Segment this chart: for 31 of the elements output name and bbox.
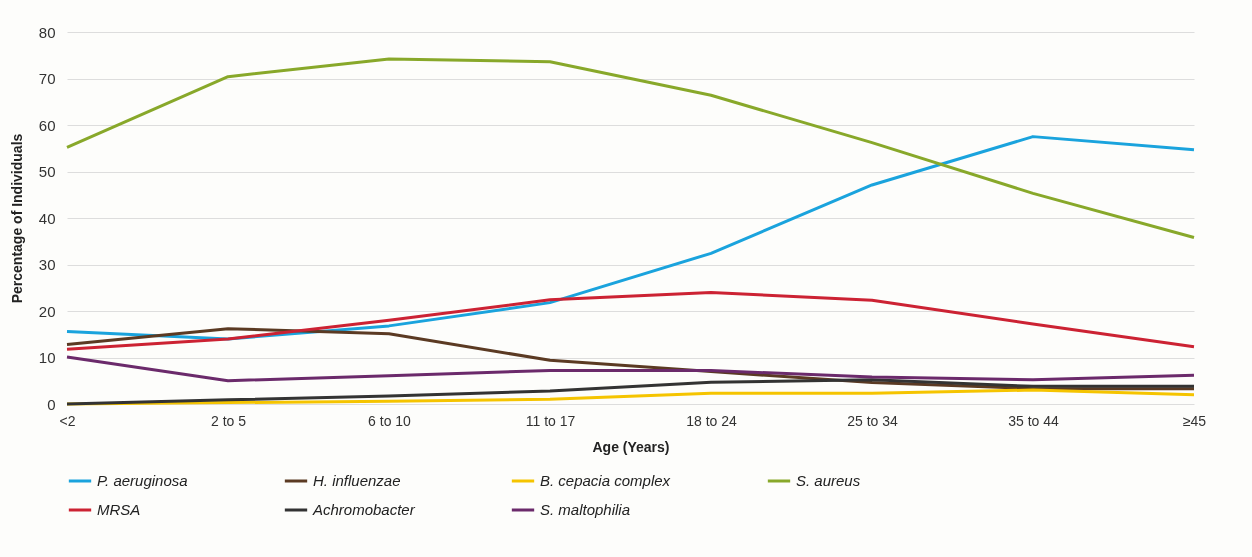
x-tick-label: 18 to 24 [686, 412, 738, 429]
line-series [65, 327, 1196, 391]
x-tick-label: 6 to 10 [368, 412, 412, 429]
y-tick-label: 50 [38, 163, 56, 180]
legend-label: P. aeruginosa [97, 472, 188, 489]
y-tick-label: 60 [38, 116, 56, 134]
legend-label: Achromobacter [312, 501, 416, 518]
x-tick-label: 2 to 5 [210, 412, 247, 429]
y-tick-label: 70 [38, 70, 56, 87]
legend-label: S. maltophilia [540, 501, 631, 518]
x-tick-label: ≥45 [1182, 412, 1207, 429]
y-tick-label: 30 [38, 256, 56, 273]
legend-label: MRSA [97, 501, 141, 518]
x-tick-label: 25 to 34 [847, 412, 899, 429]
line-series [65, 290, 1196, 351]
y-tick-label: 80 [38, 23, 56, 41]
x-tick-label: 35 to 44 [1008, 412, 1060, 429]
y-tick-label: 20 [38, 302, 56, 320]
x-tick-label: <2 [59, 412, 76, 429]
line-series [65, 355, 1196, 383]
y-tick-label: 40 [38, 209, 56, 227]
line-series [65, 57, 1196, 240]
legend-label: B. cepacia complex [540, 472, 671, 489]
line-series [65, 378, 1196, 406]
legend-label: S. aureus [796, 472, 861, 489]
legend-label: H. influenzae [313, 472, 401, 489]
y-axis-title: Percentage of Individuals [8, 133, 25, 304]
x-tick-label: 11 to 17 [525, 412, 576, 429]
y-tick-label: 0 [47, 395, 56, 413]
y-tick-label: 10 [38, 349, 56, 366]
x-axis-title: Age (Years) [592, 438, 670, 455]
